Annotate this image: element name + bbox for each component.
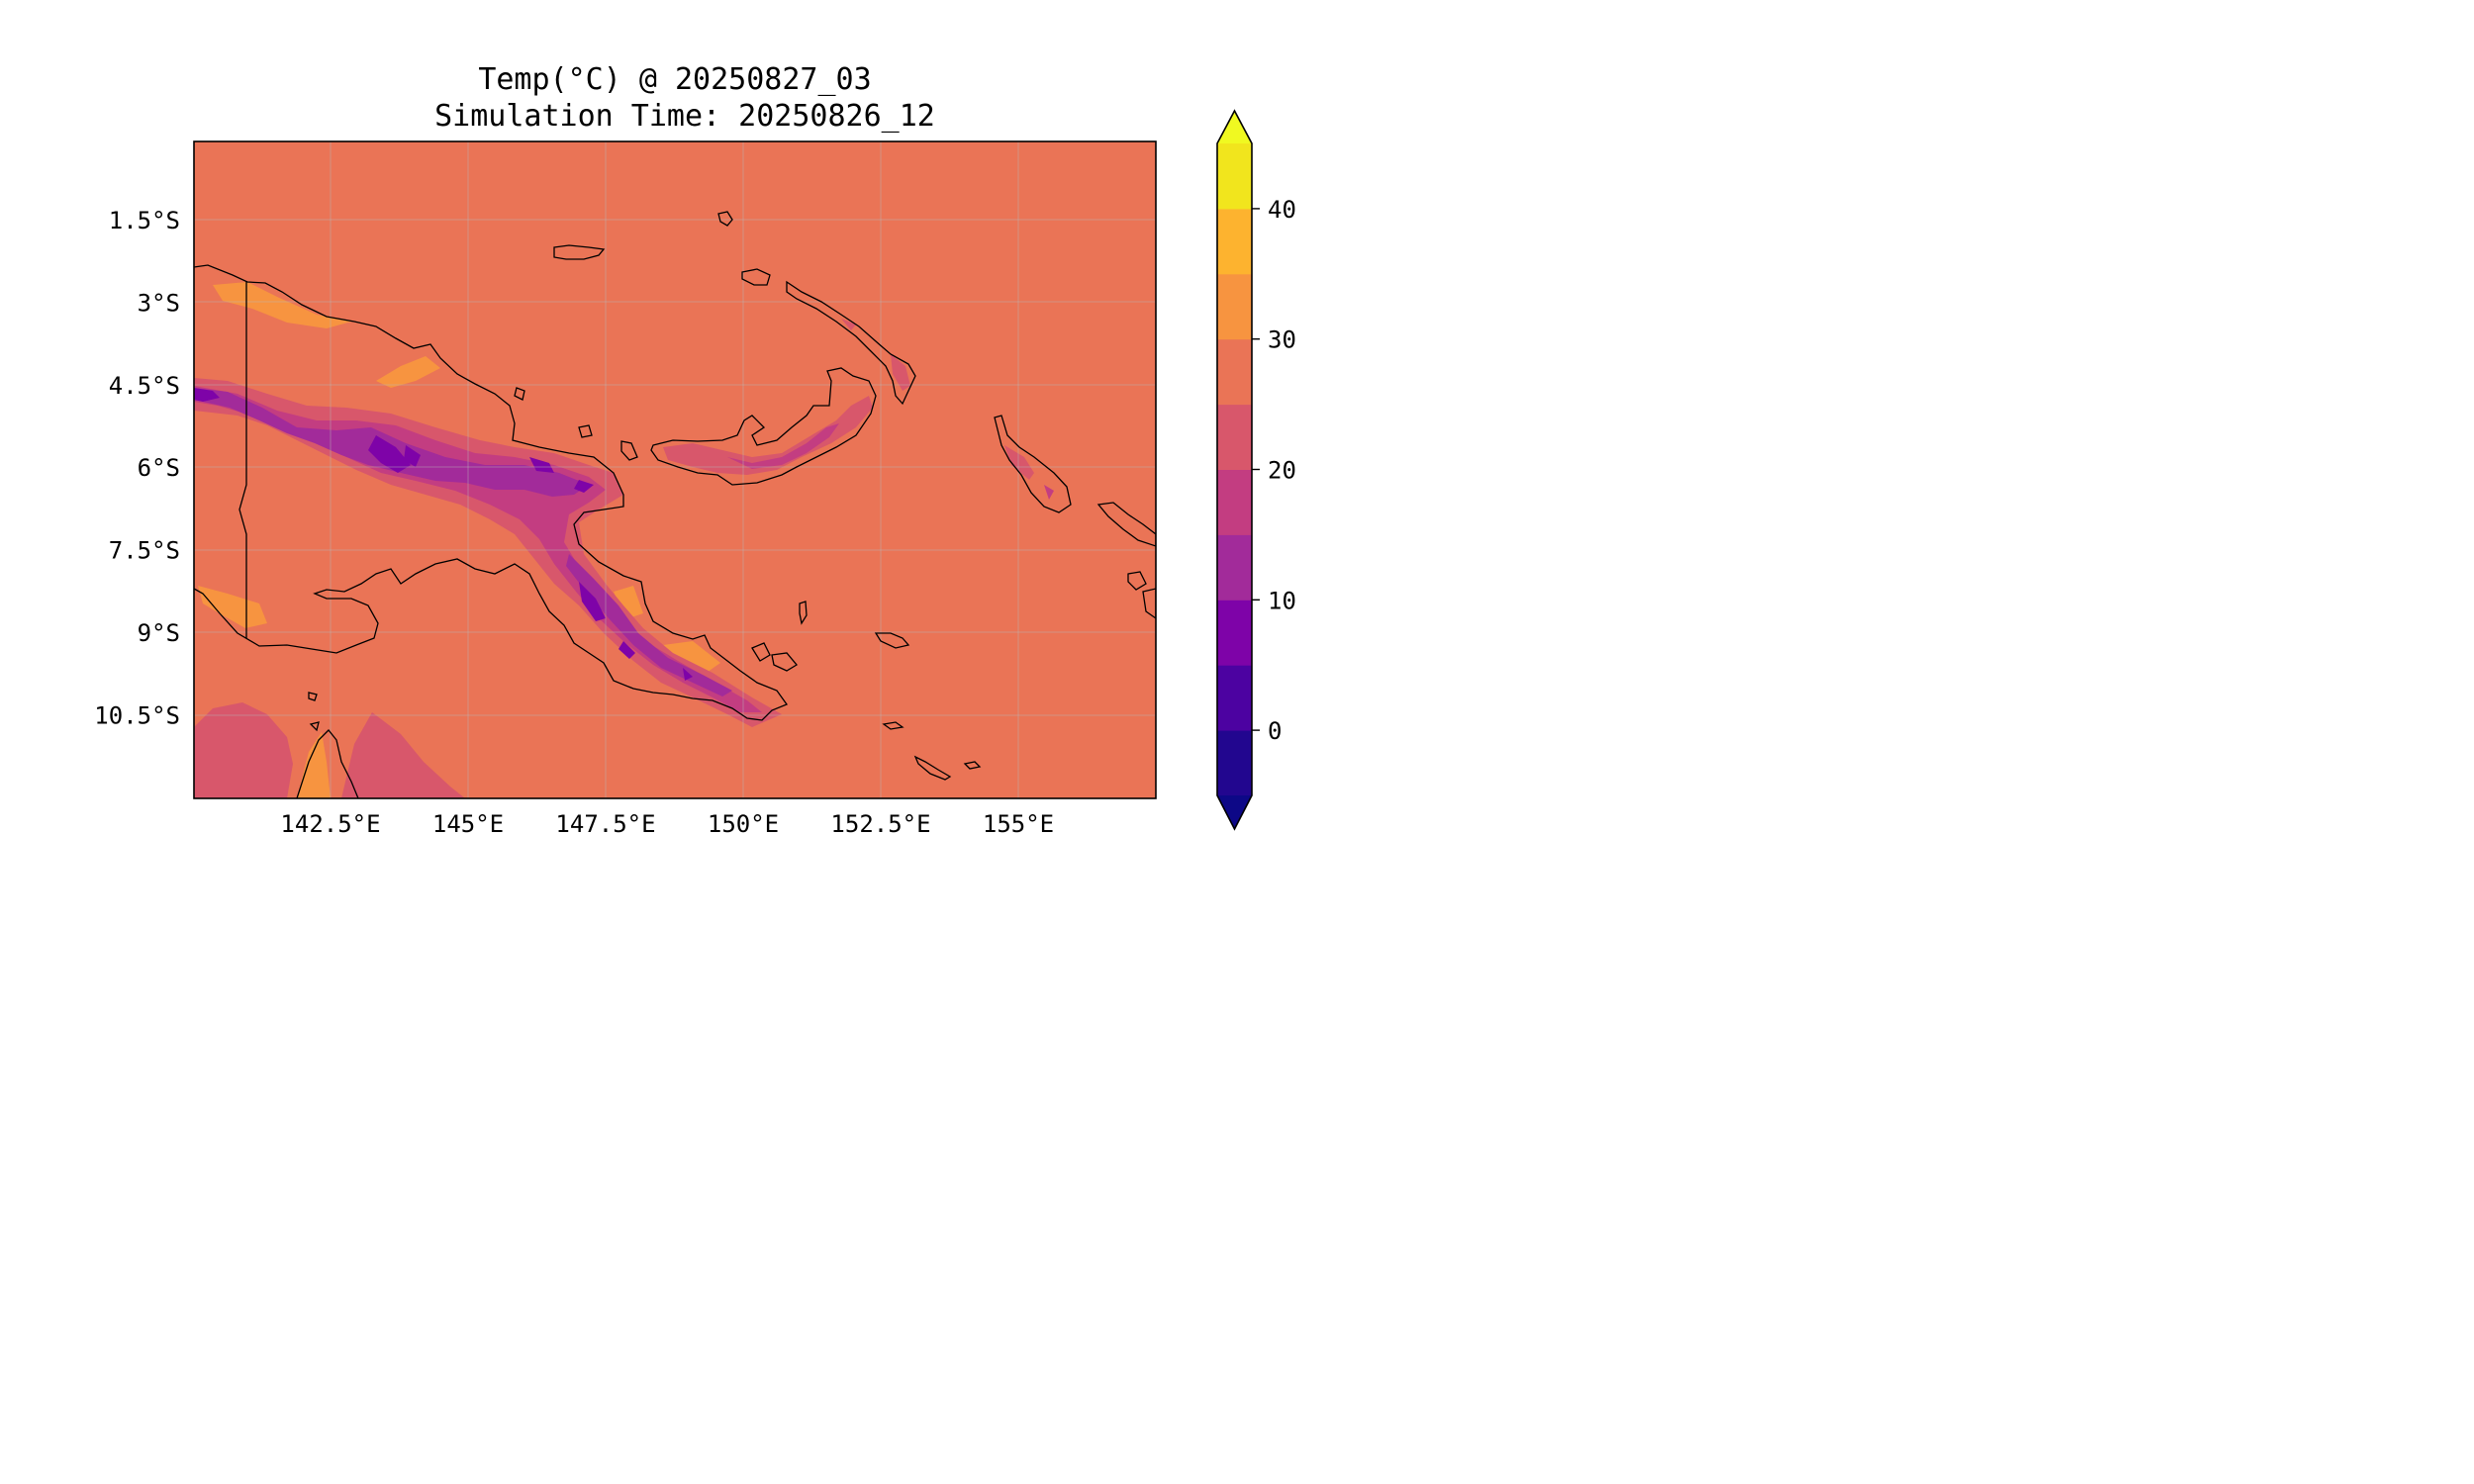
contour-warm-lae [614,586,643,619]
contour-highlands-15-20 [194,386,762,712]
coastline-solomon-3 [1142,588,1156,619]
x-tick-label: 142.5°E [280,810,380,838]
x-tick-label: 145°E [432,810,504,838]
colorbar-extend-max-arrow [1217,111,1252,143]
x-axis-ticks: 142.5°E 145°E 147.5°E 150°E 152.5°E 155°E [280,810,1054,838]
map-background-field [194,141,1156,798]
map-subtitle: Simulation Time: 20250826_12 [434,99,935,134]
y-tick-label: 6°S [138,454,180,482]
colorbar-segment [1217,665,1252,731]
coastline-louisiade [913,755,952,781]
colorbar-segment [1217,338,1252,406]
coastline-trobriand [874,632,910,649]
contour-warm-north-coast [213,282,351,328]
colorbar-extend-min-arrow [1217,795,1252,829]
coastline-island-2 [717,211,733,227]
y-tick-label: 4.5°S [109,372,180,400]
colorbar-tick-label: 20 [1268,457,1296,485]
contour-sw-patch [194,702,293,798]
colorbar-segment [1217,730,1252,796]
y-tick-label: 9°S [138,619,180,647]
x-tick-label: 152.5°E [830,810,930,838]
colorbar-outline [1216,109,1253,831]
coastline-bougainville [994,415,1072,513]
y-tick-label: 1.5°S [109,207,180,234]
colorbar-segment [1217,534,1252,601]
contour-new-britain-15-20 [727,423,839,469]
coastline-misima [882,721,904,730]
x-tick-label: 155°E [983,810,1054,838]
coastline-solomon-2 [1127,571,1147,591]
coastline-umboi [620,440,638,461]
map-title: Temp(°C) @ 20250827_03 [478,62,871,97]
colorbar-segment [1217,600,1252,666]
coastline-island-1 [741,268,771,286]
coastline-long-island [578,424,593,438]
coastline-cape-york [296,729,359,798]
coastline-manus [553,244,606,260]
contour-new-ireland-20-25 [841,319,910,391]
x-tick-label: 147.5°E [555,810,655,838]
coastline-fergusson [771,652,798,672]
coastline-torres-1 [308,692,318,701]
y-tick-label: 10.5°S [94,701,180,729]
temperature-contours [194,282,1054,798]
colorbar-tick-label: 40 [1268,196,1296,224]
contour-sw-patch2 [341,712,465,798]
contour-bougainville-20-25 [1004,445,1034,480]
contour-bougainville-15-20 [1044,485,1054,500]
coastline-goodenough [751,642,771,662]
colorbar-segment [1217,208,1252,275]
contour-highlands-10-15 [194,388,732,696]
coastline-woodlark [799,601,808,625]
coastline-torres-2 [309,721,320,732]
colorbar-tick-label: 10 [1268,587,1296,614]
x-tick-label: 150°E [708,810,779,838]
figure: Temp(°C) @ 20250827_03 Simulation Time: … [94,62,1296,838]
colorbar-segment [1217,404,1252,470]
coastline-new-guinea [194,264,789,721]
y-axis-ticks: 1.5°S 3°S 4.5°S 6°S 7.5°S 9°S 10.5°S [94,207,180,729]
contour-warm-sepik [376,356,440,388]
map-panel [193,140,1157,799]
coastline-border [238,282,247,638]
coastline-new-britain [650,367,877,486]
colorbar-tick-label: 0 [1268,717,1282,745]
coastline-new-ireland [786,280,916,406]
gridlines [194,141,1156,798]
coastline-solomon-1 [1096,502,1156,547]
y-tick-label: 3°S [138,289,180,317]
contour-warm-south [198,586,267,628]
colorbar-segment [1217,273,1252,340]
colorbar-tick-label: 30 [1268,326,1296,354]
contour-cape-york-warm [297,732,331,798]
coastline-rossel [963,761,982,770]
coastline-karkar [514,387,525,401]
coastlines [194,211,1156,798]
colorbar-segment [1217,469,1252,535]
contour-new-britain-20-25 [663,396,873,475]
colorbar-segment [1217,143,1252,210]
colorbar: 0 10 20 30 40 [1216,109,1296,831]
map-frame [193,140,1157,799]
y-tick-label: 7.5°S [109,537,180,565]
